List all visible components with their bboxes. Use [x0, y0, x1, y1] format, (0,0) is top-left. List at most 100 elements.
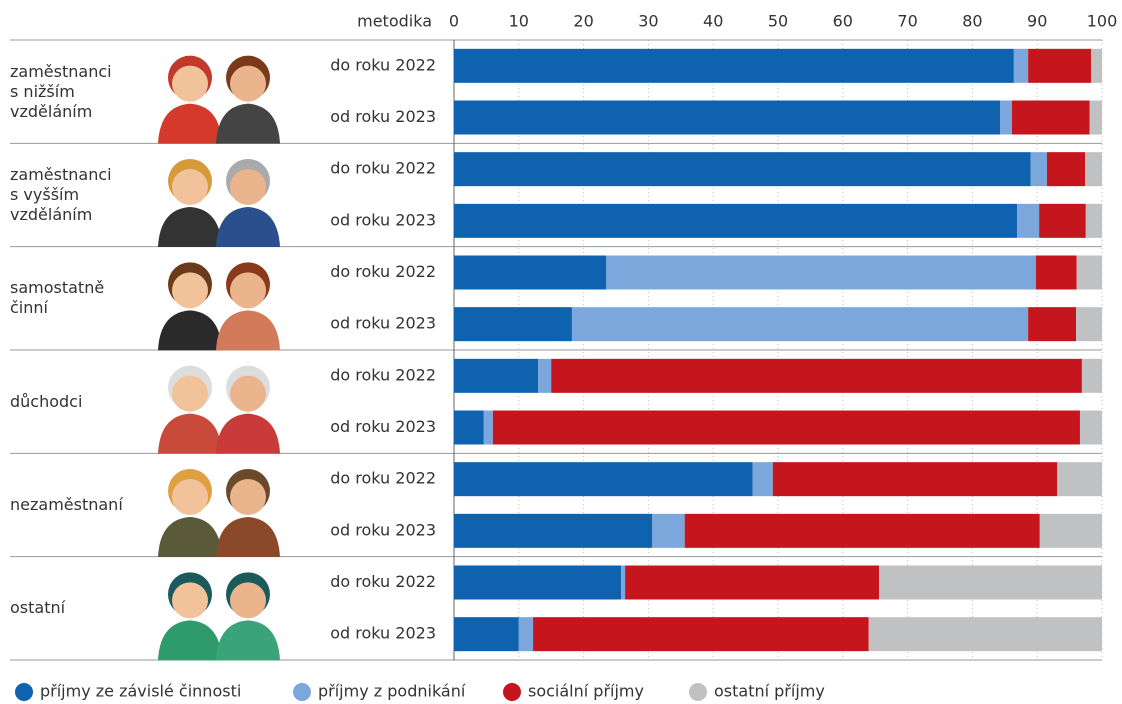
legend-label: příjmy z podnikání — [318, 682, 466, 701]
category-label: od roku 2023 — [330, 314, 436, 333]
category-label: od roku 2023 — [330, 624, 436, 643]
icon-body — [158, 103, 222, 144]
legend-label: ostatní příjmy — [714, 682, 825, 701]
bar-segment — [454, 617, 519, 652]
bar-segment — [1028, 48, 1091, 83]
icon-body — [158, 620, 222, 661]
bar-segment — [533, 617, 869, 652]
bar-segment — [1039, 513, 1102, 548]
icon-head — [172, 582, 208, 619]
bar-segment — [752, 462, 773, 497]
bar-segment — [1076, 255, 1102, 290]
icon-head — [172, 65, 208, 102]
icon-head — [230, 169, 266, 205]
icon-body — [216, 413, 280, 454]
legend-swatch — [15, 683, 33, 701]
x-tick-label: 50 — [768, 12, 788, 31]
group-label: ostatní — [10, 598, 66, 618]
bar-segment — [1000, 100, 1012, 135]
category-label: od roku 2023 — [330, 210, 436, 229]
icon-body — [158, 310, 222, 351]
bar-segment — [454, 48, 1014, 83]
icon-head — [172, 272, 208, 309]
legend-swatch — [503, 683, 521, 701]
category-label: do roku 2022 — [330, 365, 436, 384]
bar-segment — [1046, 152, 1086, 187]
legend-label: sociální příjmy — [528, 682, 644, 701]
bar-segment — [454, 358, 539, 393]
bar-segment — [454, 203, 1018, 238]
icon-head — [230, 65, 266, 102]
icon-body — [158, 517, 222, 557]
icon-body — [216, 103, 280, 144]
bar-segment — [772, 462, 1058, 497]
bar-segment — [492, 410, 1080, 445]
bar-segment — [454, 513, 653, 548]
bar-segment — [1085, 203, 1102, 238]
bar-segment — [625, 565, 880, 600]
icon-head — [230, 479, 266, 515]
bar-segment — [1076, 307, 1102, 342]
category-label: do roku 2022 — [330, 572, 436, 591]
bar-segment — [454, 100, 1001, 135]
x-tick-label: 70 — [897, 12, 917, 31]
x-tick-label: 90 — [1027, 12, 1047, 31]
bar-segment — [483, 410, 493, 445]
x-tick-label: 0 — [449, 12, 459, 31]
bar-segment — [652, 513, 685, 548]
x-tick-label: 80 — [962, 12, 982, 31]
bar-segment — [1085, 152, 1102, 187]
bar-segment — [879, 565, 1102, 600]
icon-body — [216, 620, 280, 661]
icon-body — [216, 207, 280, 247]
bar-segment — [454, 152, 1031, 187]
bar-segment — [454, 307, 572, 342]
bar-segment — [1039, 203, 1086, 238]
category-label: do roku 2022 — [330, 55, 436, 74]
icon-head — [230, 582, 266, 619]
bar-segment — [1035, 255, 1077, 290]
bar-segment — [1030, 152, 1047, 187]
legend-label: příjmy ze závislé činnosti — [40, 682, 241, 701]
category-header: metodika — [357, 12, 432, 31]
legend-swatch — [689, 683, 707, 701]
bar-segment — [454, 462, 753, 497]
group-label: samostatně činní — [10, 278, 105, 318]
bar-segment — [454, 255, 607, 290]
bar-segment — [1090, 48, 1102, 83]
bar-segment — [454, 410, 484, 445]
x-tick-label: 100 — [1087, 12, 1118, 31]
x-tick-label: 30 — [638, 12, 658, 31]
icon-body — [216, 310, 280, 351]
group-label: nezaměstnaní — [10, 495, 123, 514]
bar-segment — [1028, 307, 1077, 342]
bar-segment — [538, 358, 552, 393]
bar-segment — [1017, 203, 1040, 238]
x-tick-label: 10 — [509, 12, 529, 31]
category-label: do roku 2022 — [330, 262, 436, 281]
bar-segment — [1013, 48, 1029, 83]
bar-segment — [571, 307, 1029, 342]
bar-segment — [1011, 100, 1090, 135]
icon-body — [216, 517, 280, 557]
bar-segment — [518, 617, 534, 652]
bar-segment — [454, 565, 622, 600]
bar-segment — [684, 513, 1040, 548]
group-label: zaměstnanci s nižším vzděláním — [10, 61, 112, 121]
group-label: důchodci — [10, 391, 83, 411]
category-label: od roku 2023 — [330, 417, 436, 436]
bar-segment — [551, 358, 1082, 393]
category-label: od roku 2023 — [330, 520, 436, 539]
bar-segment — [1081, 358, 1102, 393]
bar-segment — [606, 255, 1036, 290]
icon-head — [172, 375, 208, 412]
legend-swatch — [293, 683, 311, 701]
icon-head — [230, 272, 266, 309]
icon-head — [172, 169, 208, 205]
category-label: do roku 2022 — [330, 159, 436, 178]
group-label: zaměstnanci s vyšším vzděláním — [10, 165, 112, 224]
bar-segment — [621, 565, 626, 600]
category-label: do roku 2022 — [330, 469, 436, 488]
